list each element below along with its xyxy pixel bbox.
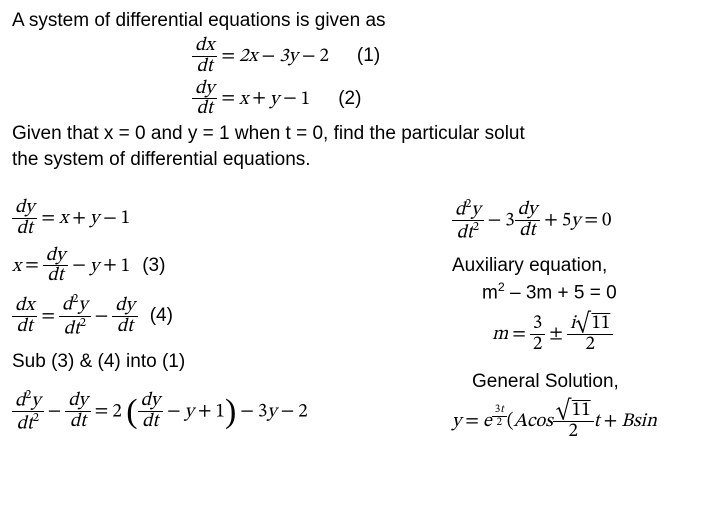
left-eq-3-label: (4) — [150, 305, 173, 327]
right-column: d2ydt2−3dydt+5y=0 Auxiliary equation, m2… — [452, 191, 702, 450]
equation-2-row: dydt=x+y−1 (2) — [12, 79, 702, 120]
left-eq-3: dxdt=d2ydt2−dydt — [12, 293, 138, 339]
two-column-work: dydt=x+y−1 x=dydt−y+1 (3) dxdt=d2ydt2−dy… — [12, 191, 702, 450]
equation-1-label: (1) — [357, 45, 380, 67]
equation-2-label: (2) — [338, 88, 361, 110]
left-eq-1: dydt=x+y−1 — [12, 198, 130, 239]
sub-text: Sub (3) & (4) into (1) — [12, 349, 412, 375]
given-text-line1: Given that x = 0 and y = 1 when t = 0, f… — [12, 121, 702, 147]
left-column: dydt=x+y−1 x=dydt−y+1 (3) dxdt=d2ydt2−dy… — [12, 191, 412, 450]
equation-2: dydt=x+y−1 — [192, 79, 310, 120]
left-eq-2: x=dydt−y+1 — [12, 246, 130, 287]
left-eq-2-label: (3) — [142, 255, 165, 277]
equation-1-row: dxdt=2x−3y−2 (1) — [12, 36, 702, 77]
given-text-line2: the system of differential equations. — [12, 147, 702, 173]
general-solution-text: General Solution, — [452, 369, 702, 395]
aux-text: Auxiliary equation, — [452, 253, 702, 279]
right-eq-1: d2ydt2−3dydt+5y=0 — [452, 198, 611, 244]
intro-text: A system of differential equations is gi… — [12, 8, 702, 34]
right-eq-m: m=32±i√112 — [492, 314, 613, 355]
left-eq-4: d2ydt2−dydt=2 (dydt−y+1)−3y−2 — [12, 389, 308, 435]
right-eq-y: y=e3t2(Acos√112t+Bsin — [452, 401, 657, 442]
aux-equation: m2 – 3m + 5 = 0 — [452, 279, 702, 306]
equation-1: dxdt=2x−3y−2 — [192, 36, 329, 77]
